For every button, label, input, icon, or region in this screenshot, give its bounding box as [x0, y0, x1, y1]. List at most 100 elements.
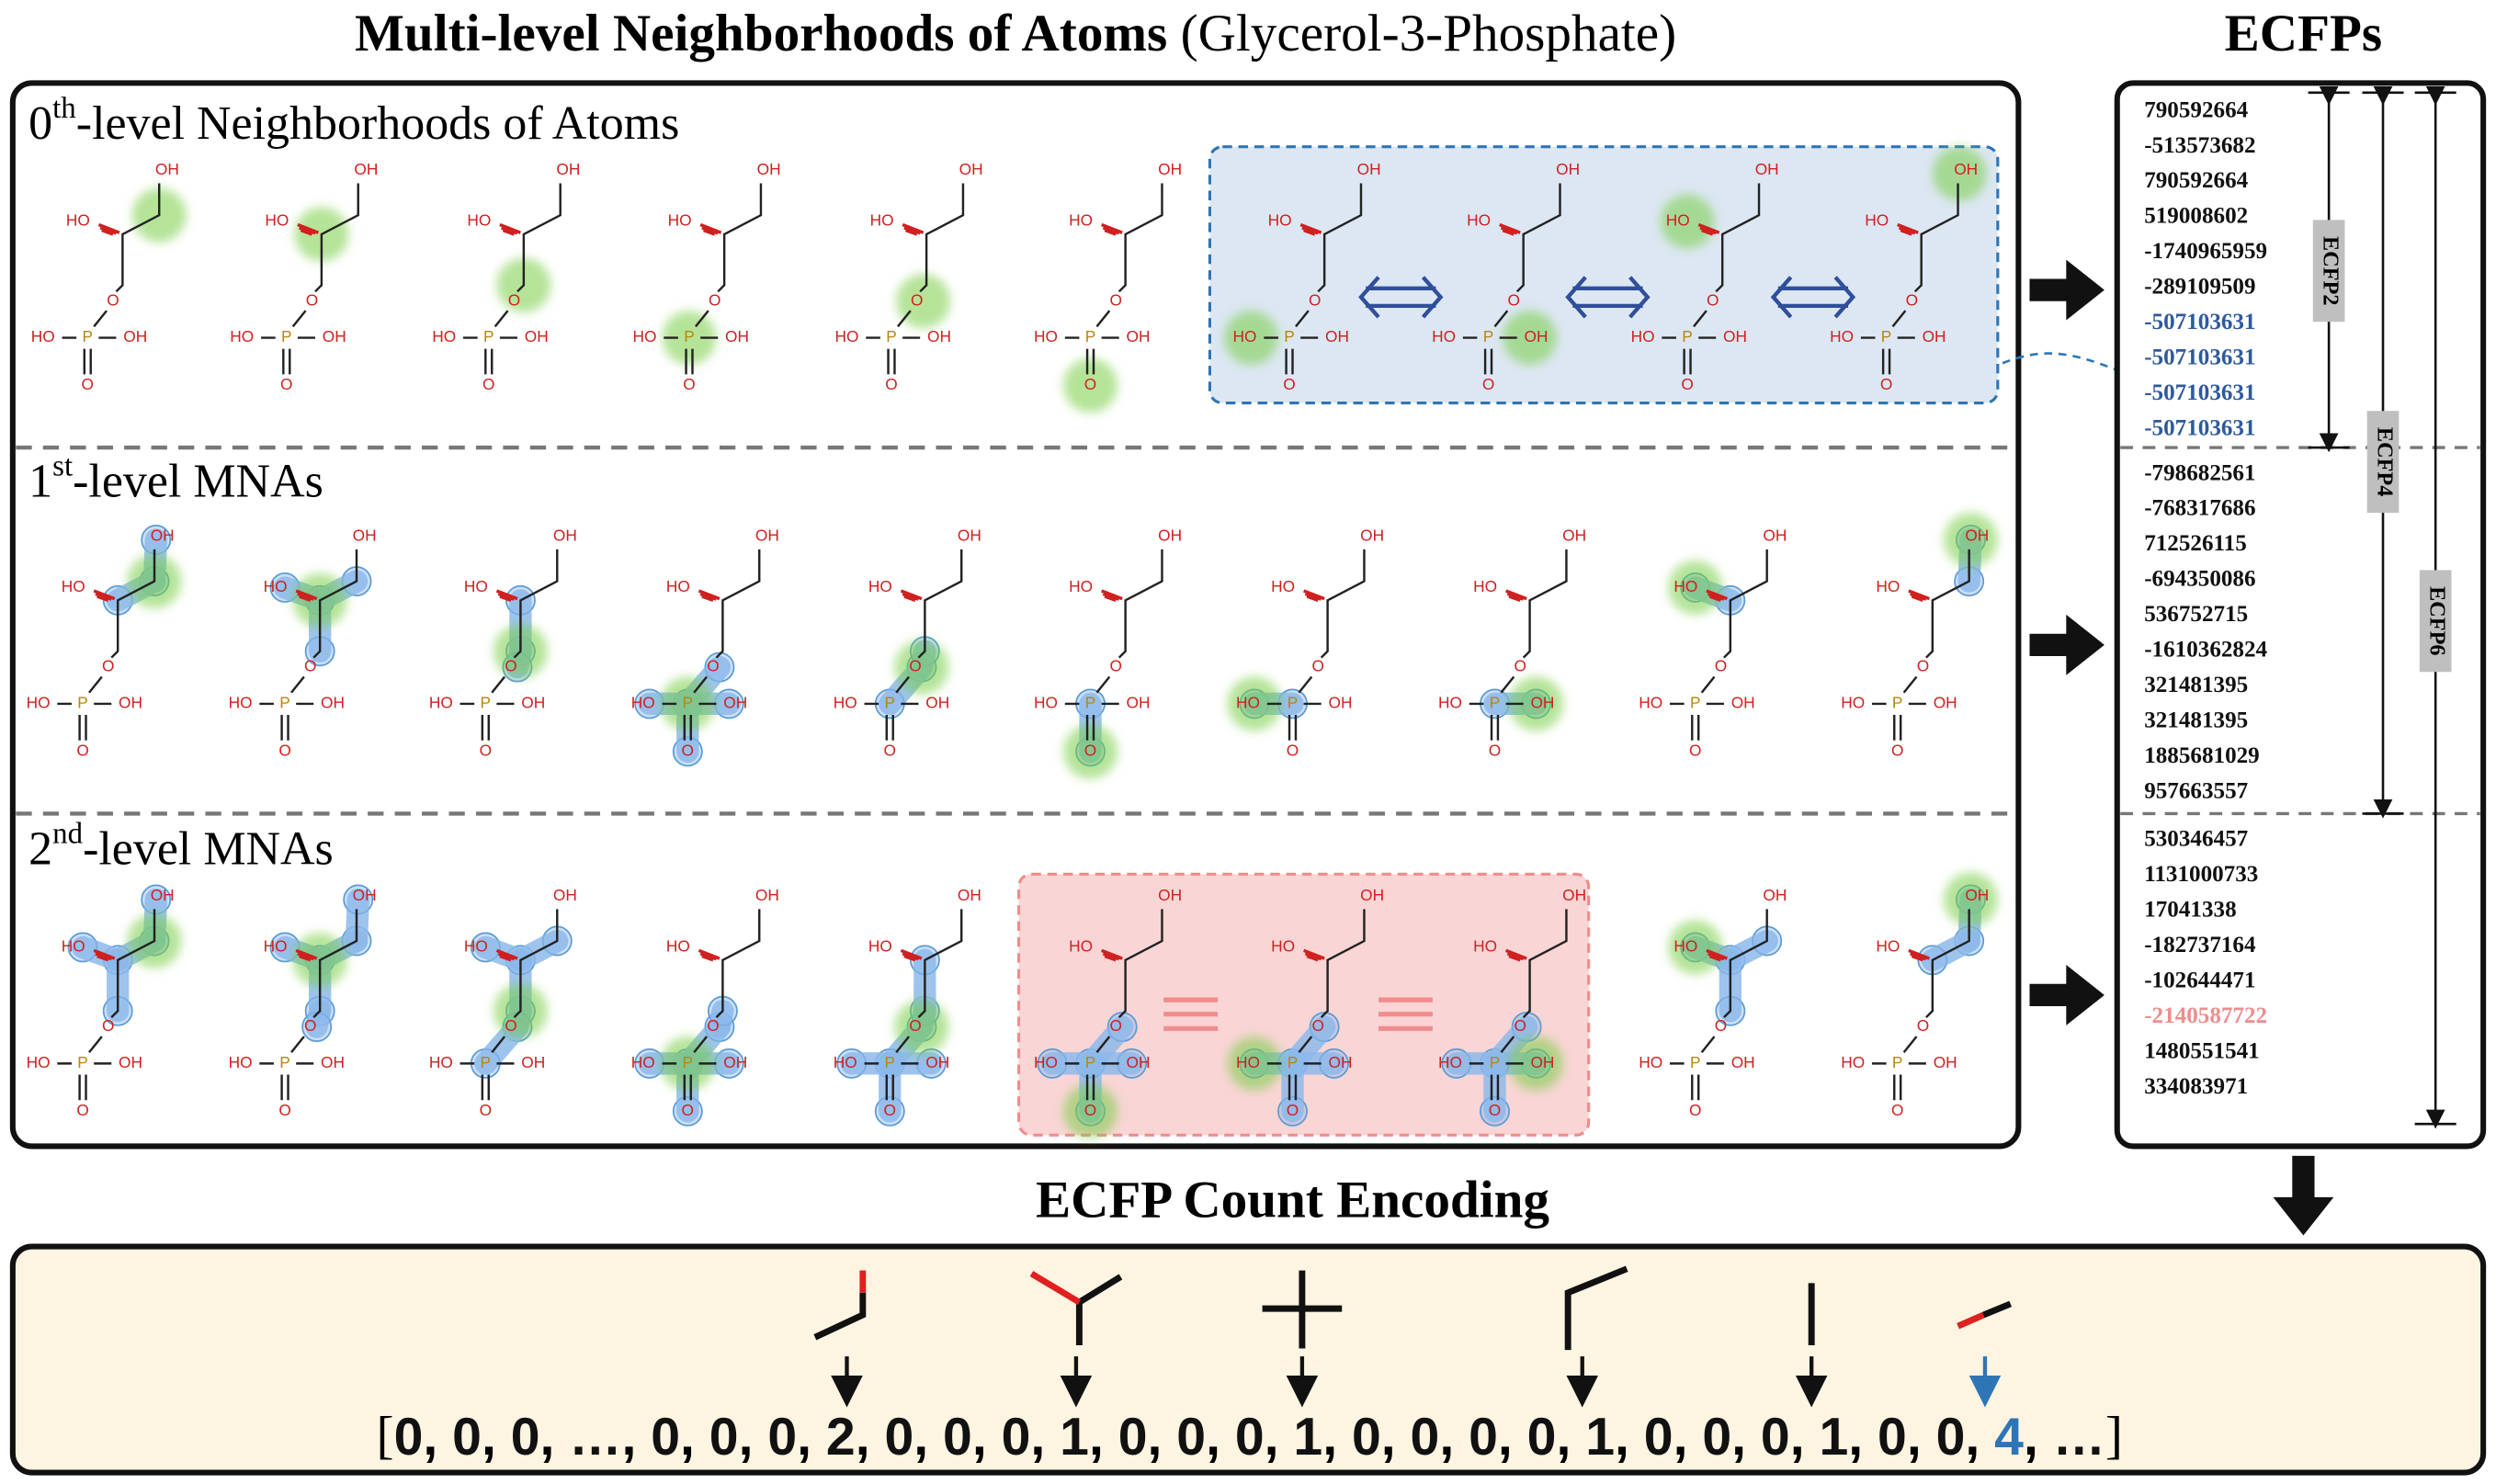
atom-label: O: [480, 741, 492, 759]
atom-label: O: [280, 375, 292, 393]
atom-label: HO: [868, 937, 892, 956]
atom-label: O: [682, 741, 694, 759]
wedge: [900, 948, 923, 962]
atom-label: HO: [1865, 211, 1889, 230]
atom-label: P: [1881, 327, 1892, 346]
vector-separator: ,: [1790, 1408, 1820, 1467]
ecfp-id: 790592664: [2144, 97, 2248, 122]
atom-label: O: [505, 1016, 516, 1035]
bonds: [1662, 183, 1761, 375]
center-atom: [896, 274, 951, 329]
atom-label: OH: [1328, 1053, 1352, 1071]
ecfp-id: -2140587722: [2144, 1003, 2267, 1028]
atom-label: P: [1690, 694, 1701, 712]
ecfp-id: -507103631: [2144, 415, 2255, 440]
atom-label: OH: [1965, 527, 1989, 545]
ecfp-id: -694350086: [2144, 567, 2255, 592]
atom-label: OH: [553, 527, 577, 545]
vector-separator: ,: [1556, 1408, 1585, 1467]
atom-label: P: [1483, 327, 1494, 346]
vector-entry: 0: [1878, 1408, 1907, 1467]
atom-label: HO: [666, 937, 690, 956]
center-atom: [1503, 311, 1558, 365]
atom-label: O: [102, 657, 114, 675]
vector-separator: ,: [797, 1408, 826, 1467]
atom-label: HO: [62, 937, 85, 956]
atom-label: OH: [1126, 327, 1150, 346]
title-normal: (Glycerol-3-Phosphate): [1181, 5, 1677, 62]
atom-label: OH: [925, 694, 949, 712]
level-text: -level MNAs: [83, 823, 334, 876]
atom-label: HO: [1034, 1053, 1058, 1071]
center-atom: [1668, 920, 1723, 975]
ecfp-id: 321481395: [2144, 708, 2248, 732]
atom-label: OH: [321, 694, 345, 712]
atom-label: P: [1892, 694, 1903, 712]
wedge: [295, 948, 318, 962]
wedge: [97, 222, 120, 236]
encoding-title: ECFP Count Encoding: [1036, 1172, 1549, 1229]
atom-label: OH: [1126, 1053, 1150, 1071]
atom-label: HO: [631, 694, 655, 712]
atom-label: O: [1689, 741, 1701, 759]
atom-label: O: [1715, 1016, 1727, 1035]
atom-label: HO: [264, 937, 288, 956]
atom-label: HO: [1438, 694, 1462, 712]
atom-label: O: [1689, 1101, 1701, 1119]
title-bold: Multi-level Neighborhoods of Atoms: [355, 5, 1167, 62]
atom-label: HO: [432, 327, 456, 346]
atom-label: OH: [1923, 327, 1946, 346]
atom-label: O: [1891, 1101, 1903, 1119]
wedge: [699, 222, 722, 236]
vector-separator: ,: [1089, 1408, 1118, 1467]
atom-label: O: [911, 290, 923, 309]
bonds: [57, 909, 156, 1101]
vector-entry: 1: [1293, 1408, 1322, 1467]
atom-label: O: [1287, 741, 1299, 759]
atom-label: OH: [1158, 527, 1182, 545]
atom-label: HO: [631, 1053, 655, 1071]
bonds: [1266, 549, 1366, 741]
center-atom: [1224, 311, 1278, 365]
atom-label: P: [683, 1053, 694, 1071]
encoding-panel: [9, 1243, 2487, 1476]
neighborhood-bond: [708, 1000, 734, 1038]
vector-bracket: [: [377, 1407, 394, 1465]
atom-label: OH: [123, 327, 147, 346]
vector-separator: ,: [1907, 1408, 1936, 1467]
atom-label: O: [884, 1101, 896, 1119]
atom-label: HO: [1830, 327, 1854, 346]
wedge: [900, 589, 923, 602]
atom-label: HO: [1673, 577, 1697, 595]
vector-entry: 0: [394, 1408, 424, 1467]
vector-separator: ,: [1615, 1408, 1644, 1467]
vector-separator: ,: [1148, 1408, 1177, 1467]
atom-label: HO: [1271, 937, 1295, 956]
vector-entry: 4: [1994, 1408, 2024, 1467]
atom-label: O: [482, 375, 494, 393]
atom-label: P: [77, 694, 88, 712]
bracket-label: ECFP2: [2319, 236, 2343, 305]
atom-label: P: [279, 1053, 290, 1071]
atom-label: P: [1288, 1053, 1299, 1071]
atom-label: HO: [868, 577, 892, 595]
atom-label: HO: [467, 211, 491, 230]
atom-label: HO: [1034, 327, 1058, 346]
atom-label: HO: [1271, 577, 1295, 595]
bracket-label-bg: [2366, 411, 2400, 514]
title: Multi-level Neighborhoods of Atoms (Glyc…: [355, 5, 1676, 62]
fragments: [813, 1265, 2013, 1351]
level-number: 0: [28, 97, 52, 150]
bonds: [864, 549, 963, 741]
